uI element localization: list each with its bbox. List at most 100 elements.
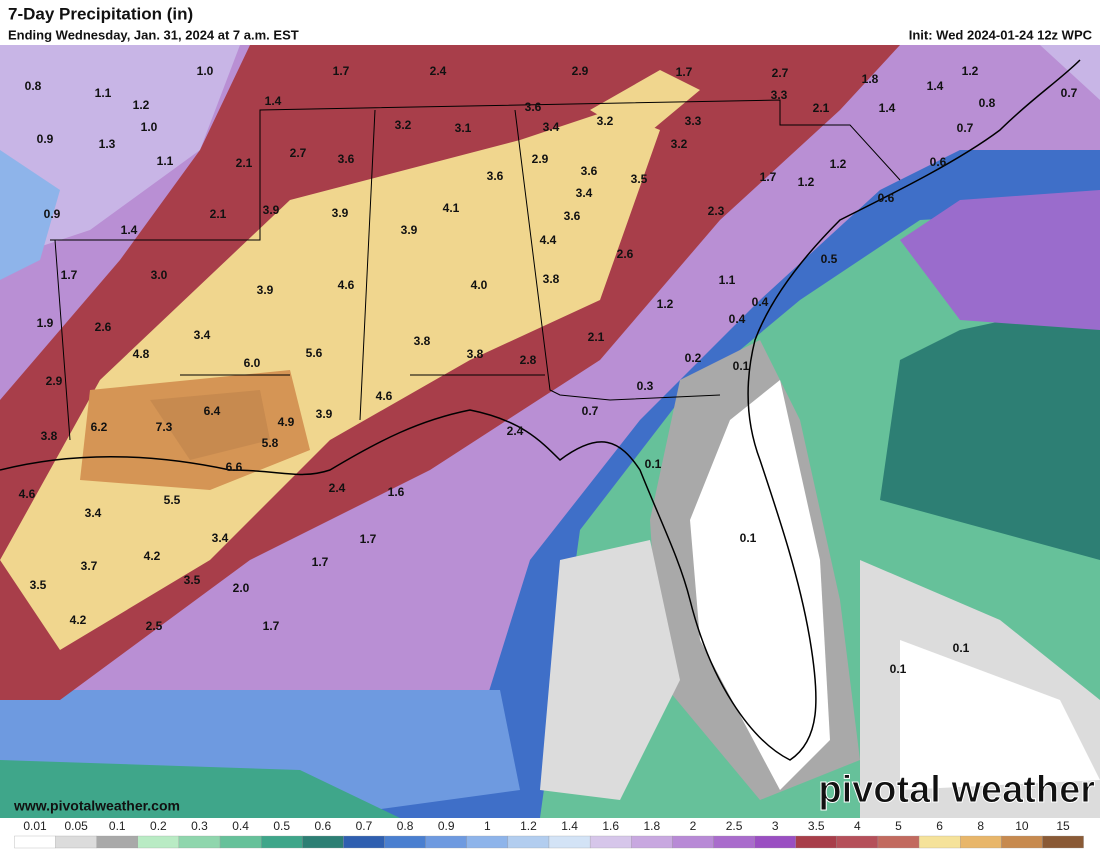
map-value-label: 0.1 — [733, 359, 750, 373]
legend-swatch — [343, 835, 385, 849]
legend-swatch — [425, 835, 467, 849]
legend-label: 1.6 — [602, 819, 619, 833]
map-value-label: 1.4 — [927, 79, 944, 93]
map-value-label: 0.1 — [953, 641, 970, 655]
legend-label: 0.6 — [314, 819, 331, 833]
map-background — [0, 45, 1100, 850]
map-labels: 0.8 1.0 1.7 2.4 2.9 1.7 2.7 1.8 1.2 1.4 0.7 0.8 3.3 2… — [19, 64, 1078, 676]
legend-swatch — [466, 835, 509, 849]
map-value-label: 0.6 — [930, 155, 947, 169]
map-value-label: 1.4 — [265, 94, 282, 108]
map-value-label: 2.0 — [233, 581, 250, 595]
map-value-label: 1.2 — [133, 98, 150, 112]
map-value-label: 4.1 — [443, 201, 460, 215]
map-value-label: 2.1 — [588, 330, 605, 344]
legend-label: 0.7 — [356, 819, 373, 833]
map-value-label: 2.4 — [329, 481, 346, 495]
map-value-label: 4.4 — [540, 233, 557, 247]
map-value-label: 1.8 — [862, 72, 879, 86]
map-value-label: 3.9 — [263, 203, 280, 217]
map-value-label: 1.4 — [121, 223, 138, 237]
legend-label: 15 — [1056, 819, 1070, 833]
map-value-label: 6.0 — [244, 356, 261, 370]
map-value-label: 2.7 — [290, 146, 307, 160]
legend-label: 6 — [936, 819, 943, 833]
map-value-label: 2.3 — [708, 204, 725, 218]
legend-swatch — [918, 835, 961, 849]
legend-swatch — [631, 835, 673, 849]
legend-swatch — [137, 835, 180, 849]
legend-label: 0.3 — [191, 819, 208, 833]
legend-swatch — [1042, 835, 1084, 849]
map-value-label: 1.7 — [263, 619, 280, 633]
legend-label: 10 — [1015, 819, 1029, 833]
map-value-label: 2.7 — [772, 66, 789, 80]
map-value-label: 2.6 — [617, 247, 634, 261]
map-value-label: 0.4 — [752, 295, 769, 309]
legend-swatch — [1001, 835, 1043, 849]
legend-label: 0.05 — [64, 819, 88, 833]
legend-swatch — [261, 835, 303, 849]
legend-swatch — [219, 835, 262, 849]
map-value-label: 3.8 — [467, 347, 484, 361]
map-value-label: 3.8 — [543, 272, 560, 286]
legend: 0.01 0.05 0.1 0.2 0.3 0.4 0.5 0.6 0.7 0.8 0.9 1 1.2 1… — [14, 819, 1084, 849]
map-value-label: 1.4 — [879, 101, 896, 115]
map-value-label: 2.8 — [520, 353, 537, 367]
map-value-label: 3.2 — [395, 118, 412, 132]
legend-swatch — [384, 835, 426, 849]
map-value-label: 1.3 — [99, 137, 116, 151]
legend-swatch — [589, 835, 632, 849]
map-value-label: 3.9 — [316, 407, 333, 421]
legend-label: 3 — [772, 819, 779, 833]
legend-label: 5 — [895, 819, 902, 833]
legend-label: 0.01 — [23, 819, 47, 833]
map-value-label: 1.2 — [798, 175, 815, 189]
legend-swatch — [713, 835, 755, 849]
map-value-label: 0.6 — [878, 191, 895, 205]
title: 7-Day Precipitation (in) — [8, 4, 193, 23]
map-value-label: 4.8 — [133, 347, 150, 361]
map-value-label: 3.6 — [338, 152, 355, 166]
map-value-label: 4.6 — [376, 389, 393, 403]
website: www.pivotalweather.com — [13, 798, 180, 814]
map-value-label: 6.6 — [226, 460, 243, 474]
map-value-label: 3.3 — [685, 114, 702, 128]
map-value-label: 0.1 — [740, 531, 757, 545]
map-value-label: 1.1 — [95, 86, 112, 100]
map-value-label: 1.2 — [962, 64, 979, 78]
map-value-label: 2.1 — [236, 156, 253, 170]
map-value-label: 2.4 — [430, 64, 447, 78]
map-value-label: 2.4 — [507, 424, 524, 438]
legend-label: 0.2 — [150, 819, 167, 833]
legend-label: 1.8 — [643, 819, 660, 833]
map-value-label: 3.6 — [581, 164, 598, 178]
map-value-label: 2.1 — [813, 101, 830, 115]
map-value-label: 5.8 — [262, 436, 279, 450]
map-value-label: 4.2 — [70, 613, 87, 627]
legend-swatch — [14, 835, 56, 849]
map-value-label: 0.4 — [729, 312, 746, 326]
legend-label: 8 — [977, 819, 984, 833]
map-value-label: 3.6 — [525, 100, 542, 114]
map-value-label: 5.5 — [164, 493, 181, 507]
legend-swatch — [96, 835, 138, 849]
map-value-label: 1.6 — [388, 485, 405, 499]
map-value-label: 3.6 — [564, 209, 581, 223]
legend-swatch — [507, 835, 550, 849]
map-value-label: 3.4 — [576, 186, 593, 200]
map-value-label: 2.9 — [532, 152, 549, 166]
map-value-label: 1.7 — [360, 532, 377, 546]
map-value-label: 0.5 — [821, 252, 838, 266]
map-value-label: 3.5 — [631, 172, 648, 186]
legend-label: 1 — [484, 819, 491, 833]
legend-label: 0.4 — [232, 819, 249, 833]
legend-label: 1.4 — [561, 819, 578, 833]
map-value-label: 3.4 — [212, 531, 229, 545]
map-value-label: 1.2 — [830, 157, 847, 171]
map-value-label: 2.5 — [146, 619, 163, 633]
map-value-label: 1.7 — [676, 65, 693, 79]
map-value-label: 0.9 — [37, 132, 54, 146]
map-value-label: 4.0 — [471, 278, 488, 292]
